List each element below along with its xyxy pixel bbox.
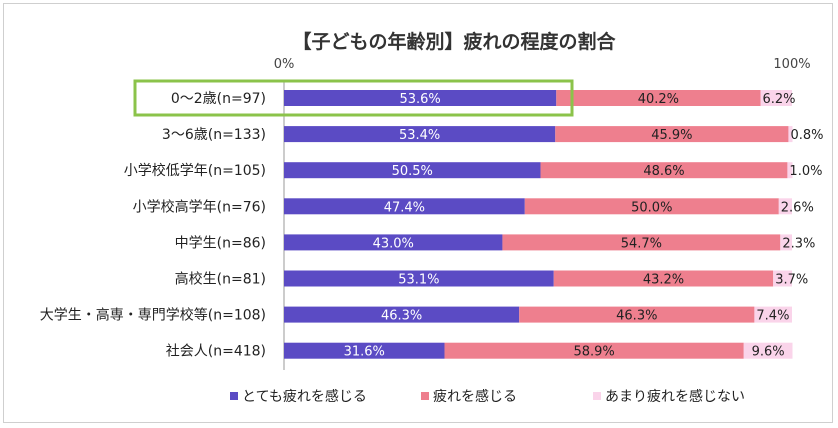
bar-segment bbox=[778, 198, 792, 215]
stacked-bar-chart: 【子どもの年齢別】疲れの程度の割合 0% 100% 53.6% 40.2% 6.2% 5… bbox=[40, 30, 824, 405]
bar-value-label: 58.9% bbox=[573, 345, 614, 360]
bar-value-label: 43.0% bbox=[373, 236, 414, 251]
category-label: 0～2歳(n=97) bbox=[171, 91, 266, 107]
bar-segment bbox=[540, 162, 788, 179]
legend-label: 疲れを感じる bbox=[433, 388, 517, 405]
bar-segment bbox=[787, 162, 793, 179]
bar-value-label: 53.1% bbox=[398, 273, 439, 288]
category-label: 社会人(n=418) bbox=[166, 344, 266, 360]
bar-segment bbox=[284, 306, 520, 323]
legend-swatch bbox=[230, 392, 238, 400]
bar-segment bbox=[284, 198, 525, 215]
bar-value-label: 45.9% bbox=[651, 128, 692, 143]
bar-value-label: 40.2% bbox=[638, 92, 679, 107]
legend-label: あまり疲れを感じない bbox=[605, 388, 745, 405]
bar-value-label: 46.3% bbox=[616, 309, 657, 324]
category-label: 小学校高学年(n=76) bbox=[133, 198, 266, 215]
bar-segment bbox=[760, 90, 792, 106]
bar-value-label: 9.6% bbox=[752, 345, 785, 360]
highlight-box bbox=[133, 79, 574, 117]
bar-value-label: 48.6% bbox=[643, 164, 684, 179]
bar-segment bbox=[284, 270, 554, 287]
bar-value-label: 46.3% bbox=[381, 309, 422, 324]
bar-segment bbox=[788, 126, 793, 143]
bar-segment bbox=[284, 234, 503, 251]
bar-value-label: 53.6% bbox=[399, 92, 440, 107]
legend-swatch bbox=[421, 392, 429, 400]
category-label: 3～6歳(n=133) bbox=[162, 127, 266, 143]
x-tick-label-max: 100% bbox=[773, 57, 810, 72]
chart-title: 【子どもの年齢別】疲れの程度の割合 bbox=[292, 30, 616, 53]
legend-swatch bbox=[593, 392, 601, 400]
bar-value-label: 7.4% bbox=[756, 309, 789, 324]
category-label: 高校生(n=81) bbox=[175, 271, 266, 288]
bar-value-label: 2.3% bbox=[782, 236, 815, 251]
bar-segment bbox=[754, 306, 792, 323]
bar-segment bbox=[556, 90, 761, 106]
bar-value-label: 1.0% bbox=[789, 164, 822, 179]
bar-segment bbox=[284, 126, 556, 143]
bar-value-label: 53.4% bbox=[399, 128, 440, 143]
bar-value-label: 0.8% bbox=[790, 128, 823, 143]
chart-frame: 【子どもの年齢別】疲れの程度の割合 0% 100% 53.6% 40.2% 6.2% 5… bbox=[3, 3, 833, 423]
bar-segment bbox=[284, 90, 557, 106]
bar-value-label: 3.7% bbox=[775, 273, 808, 288]
bar-segment bbox=[780, 234, 792, 251]
bar-value-label: 31.6% bbox=[344, 345, 385, 360]
bar-segment bbox=[553, 270, 774, 287]
bar-segment bbox=[773, 270, 792, 287]
bar-segment bbox=[502, 234, 781, 251]
bar-value-label: 50.5% bbox=[392, 164, 433, 179]
bar-segment bbox=[284, 342, 445, 359]
bar-segment bbox=[743, 342, 793, 359]
category-label: 小学校低学年(n=105) bbox=[124, 162, 266, 179]
category-label: 大学生・高専・専門学校等(n=108) bbox=[40, 307, 266, 324]
x-tick-label-min: 0% bbox=[274, 57, 295, 72]
bar-value-label: 50.0% bbox=[631, 200, 672, 215]
bar-segment bbox=[519, 306, 755, 323]
legend-label: とても疲れを感じる bbox=[242, 388, 367, 405]
bar-value-label: 6.2% bbox=[763, 92, 796, 107]
bar-segment bbox=[555, 126, 789, 143]
bar-segment bbox=[284, 162, 541, 179]
bar-value-label: 54.7% bbox=[621, 236, 662, 251]
bar-value-label: 43.2% bbox=[643, 273, 684, 288]
category-label: 中学生(n=86) bbox=[175, 235, 266, 251]
bar-segment bbox=[444, 342, 744, 359]
bar-value-label: 2.6% bbox=[781, 200, 814, 215]
bar-value-label: 47.4% bbox=[384, 200, 425, 215]
bar-segment bbox=[524, 198, 779, 215]
